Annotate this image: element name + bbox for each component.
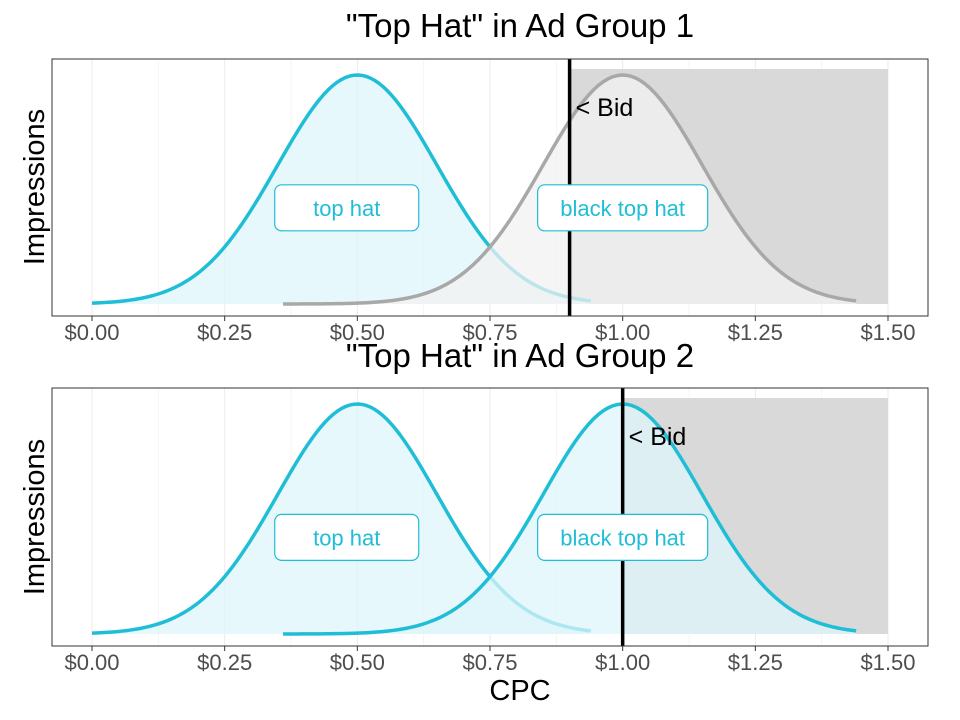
x-tick-label: $1.50 [860, 650, 915, 675]
series-label: top hat [313, 196, 380, 221]
x-tick-label: $0.25 [197, 320, 252, 345]
x-tick-label: $1.25 [728, 320, 783, 345]
x-axis-label: CPC [489, 675, 550, 707]
x-tick-label: $0.25 [197, 650, 252, 675]
chart-panel-2: < Bid top hat black top hat $0.00 $0.25 $0.50… [19, 337, 929, 707]
x-tick-label: $1.00 [595, 650, 650, 675]
series-label-box [274, 184, 420, 232]
x-tick-label: $0.75 [462, 320, 517, 345]
x-tick-label: $0.50 [330, 650, 385, 675]
chart-panel-1: < Bid top hat black top hat $0.00 $0.25 $0.50… [19, 7, 929, 345]
x-tick-label: $1.25 [728, 650, 783, 675]
series-label: black top hat [560, 525, 685, 550]
y-axis-label: Impressions [19, 109, 51, 265]
x-tick-label: $0.75 [462, 650, 517, 675]
series-label: black top hat [560, 196, 685, 221]
chart-title: "Top Hat" in Ad Group 1 [346, 7, 694, 44]
series-label-box [274, 513, 420, 562]
series-label-box [537, 184, 709, 232]
series-line-2 [283, 402, 857, 636]
y-axis-label: Impressions [19, 439, 51, 595]
series-label: top hat [313, 525, 380, 550]
bid-label: < Bid [576, 94, 634, 122]
bid-label: < Bid [629, 423, 687, 451]
x-tick-label: $1.00 [595, 320, 650, 345]
chart-title: "Top Hat" in Ad Group 2 [346, 337, 694, 374]
series-label-box [537, 513, 709, 562]
x-tick-label: $0.50 [330, 320, 385, 345]
x-tick-label: $1.50 [860, 320, 915, 345]
x-tick-label: $0.00 [64, 650, 119, 675]
x-tick-label: $0.00 [64, 320, 119, 345]
